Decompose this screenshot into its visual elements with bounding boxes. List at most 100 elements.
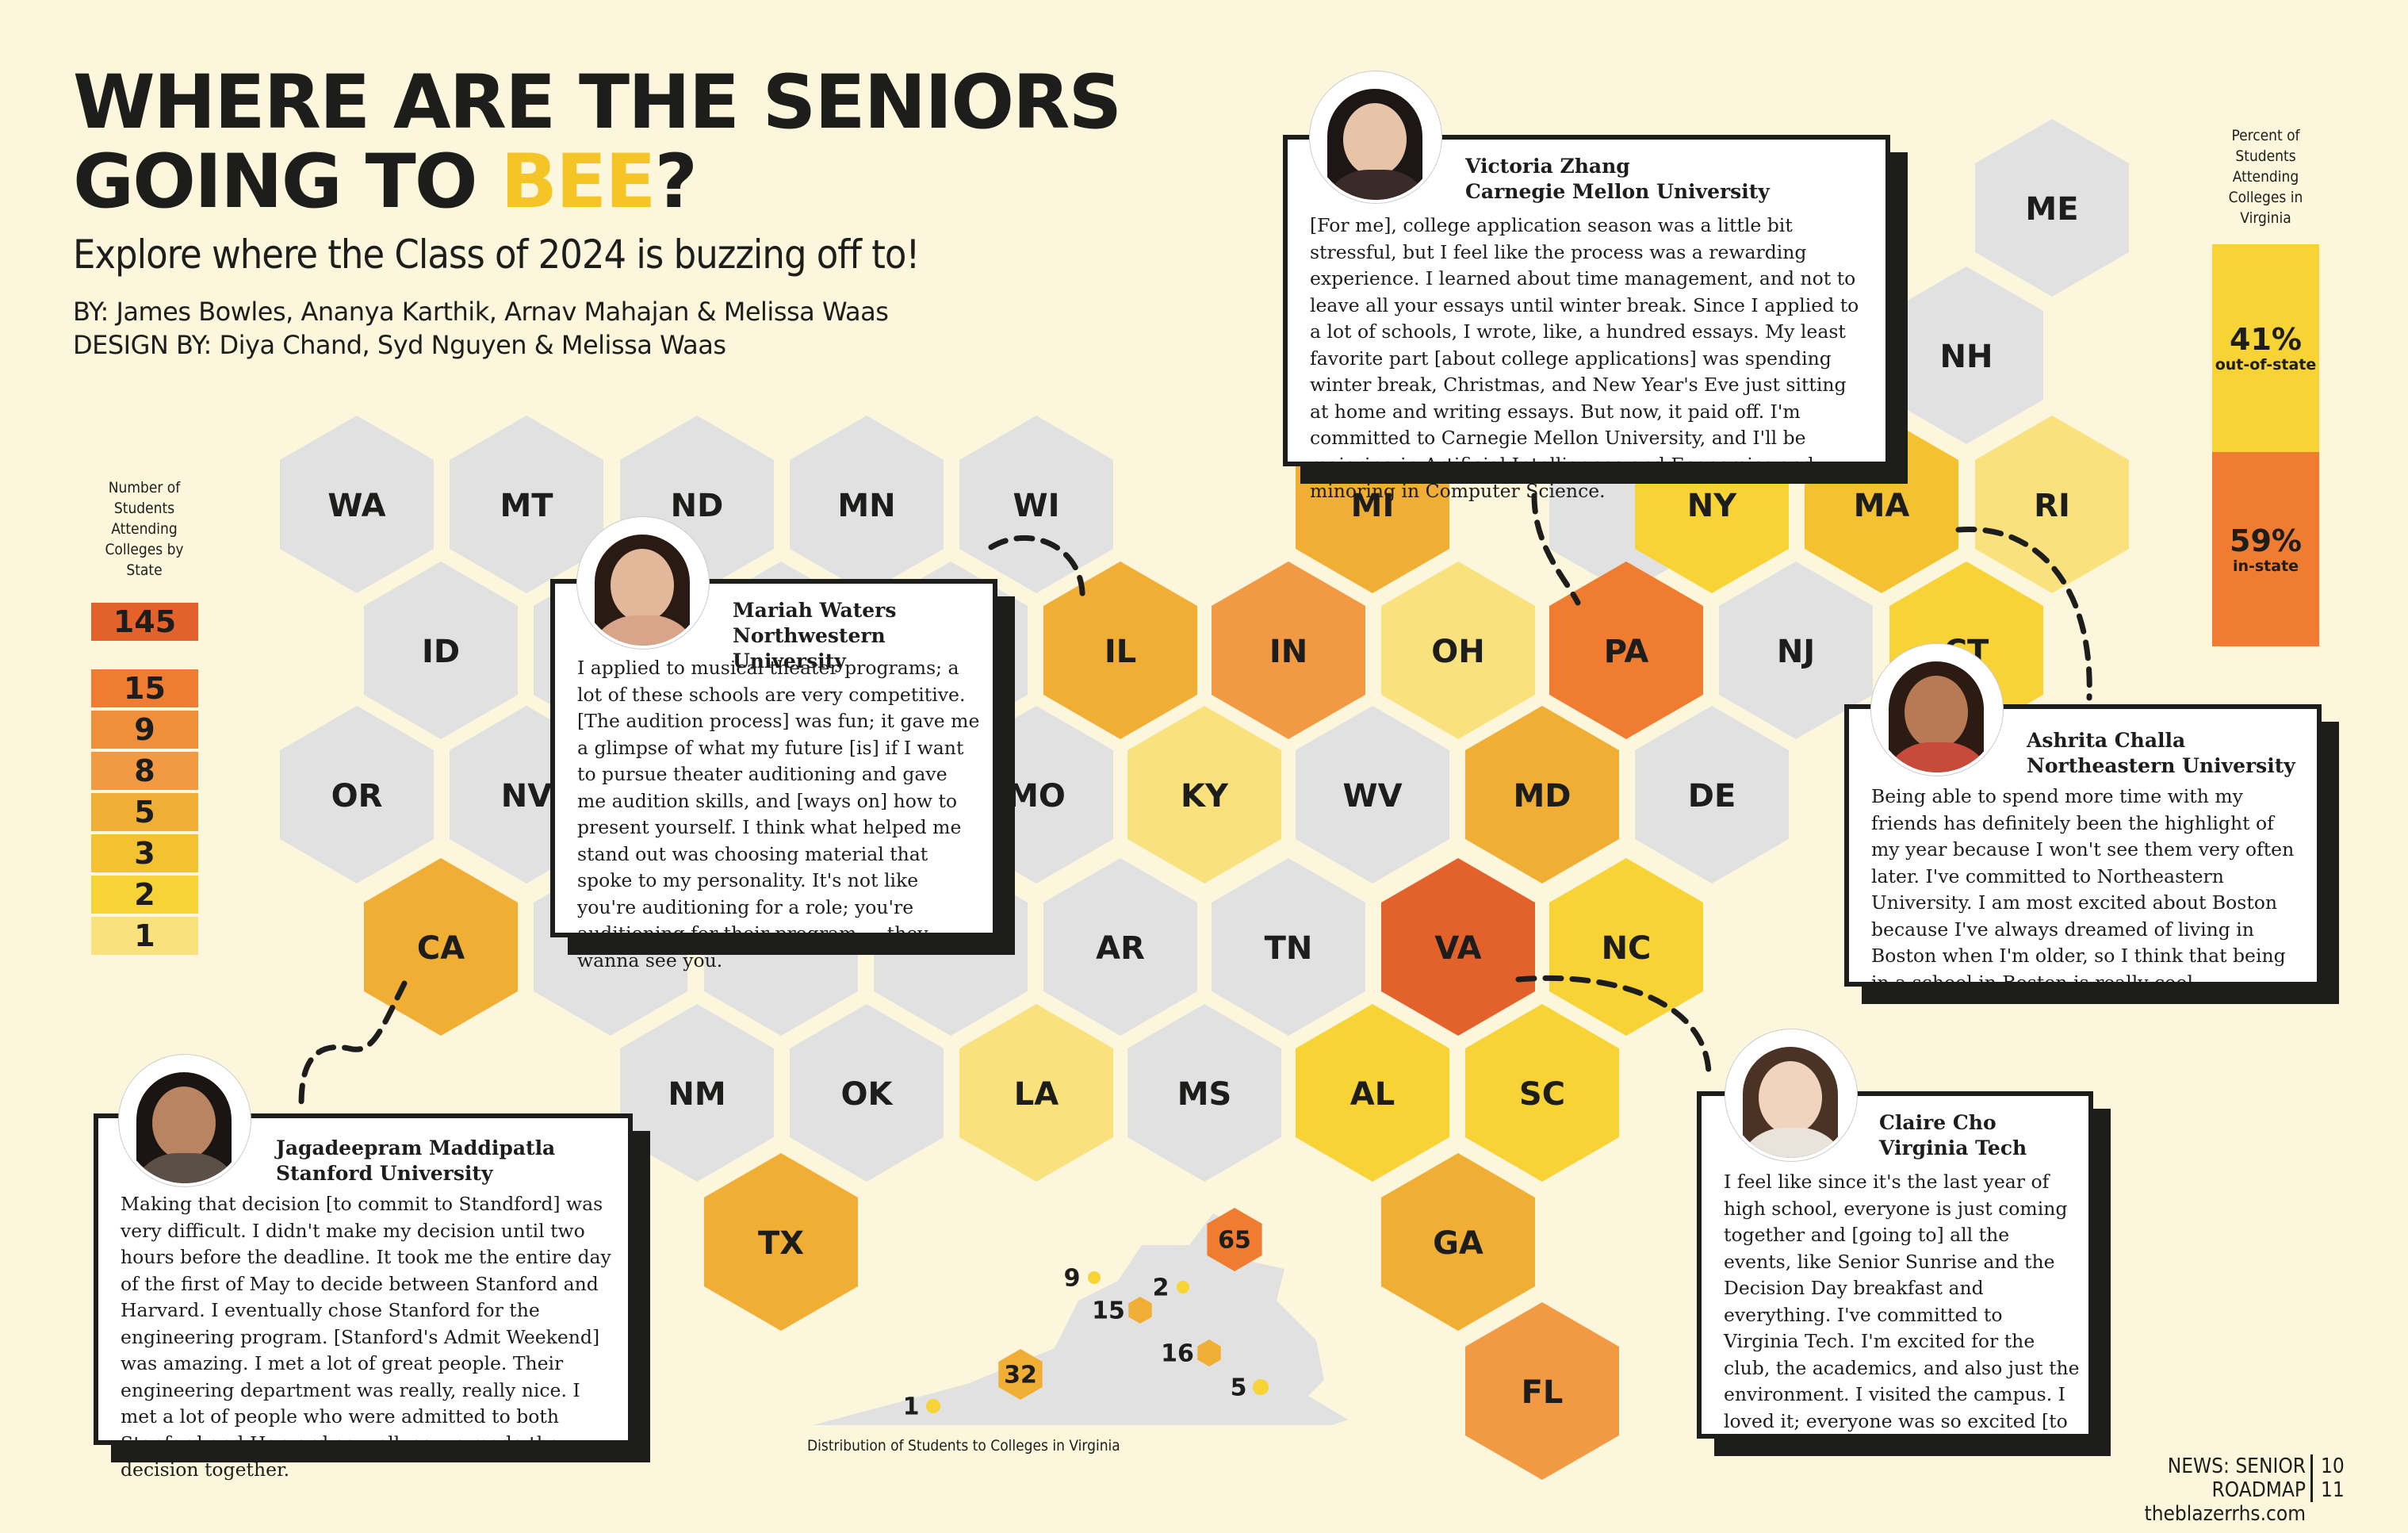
title-line-2: GOING TO BEE? [73,143,1120,222]
virginia-point-9: 9 [1064,1265,1101,1293]
state-hex-va: VA [1381,858,1535,1036]
state-hex-ca: CA [364,858,518,1036]
author-credits: BY: James Bowles, Ananya Karthik, Arnav … [73,297,889,327]
testimonial-quote-jagadeepram: Making that decision [to commit to Stand… [121,1193,611,1481]
state-hex-shape [1975,119,2129,297]
state-label: RI [2034,488,2070,524]
student-name: Ashrita Challa [2027,729,2186,752]
state-label: WV [1342,778,1402,814]
state-hex-la: LA [959,1004,1113,1182]
virginia-point-marker [1088,1271,1101,1284]
state-label: KY [1181,778,1229,814]
state-hex-mo: MO [959,706,1113,883]
in-state-bar: 59% in-state [2212,452,2319,646]
state-label: NV [501,778,552,814]
in-state-value: 59% [2230,523,2302,558]
virginia-point-16: 16 [1161,1339,1221,1368]
virginia-point-marker [1253,1379,1269,1395]
virginia-point-value: 16 [1161,1340,1194,1368]
state-label: MA [1854,488,1910,524]
footer-site: theblazerrhs.com [2144,1502,2306,1526]
state-label: VA [1434,930,1481,967]
student-name: Victoria Zhang [1465,155,1630,178]
testimonial-card-victoria: Victoria Zhang Carnegie Mellon University… [1283,135,1890,502]
page-title: WHERE ARE THE SENIORS GOING TO BEE? [73,63,1122,222]
state-label: ME [2025,191,2078,228]
avatar-ashrita [1871,644,2003,776]
state-hex-shape [1465,706,1619,883]
state-label: CA [417,930,465,967]
state-label: NM [668,1076,725,1113]
state-hex-wv: WV [1296,706,1449,883]
virginia-point-2: 2 [1153,1274,1189,1302]
virginia-point-32: 32 [998,1349,1043,1400]
state-hex-mn: MN [790,416,944,593]
virginia-point-marker [998,1349,1043,1400]
state-label: IN [1269,634,1307,670]
in-state-label: in-state [2232,557,2299,575]
state-label: MT [500,488,553,524]
state-hex-ms: MS [1127,1004,1281,1182]
state-hex-shape [1212,561,1365,739]
state-label: NC [1602,930,1652,967]
footer-left: NEWS: SENIOR ROADMAP theblazerrhs.com [2109,1454,2306,1526]
state-hex-shape [1381,858,1535,1036]
state-label: PA [1604,634,1649,670]
state-hex-ri: RI [1975,416,2129,593]
state-hex-shape [1381,561,1535,739]
testimonial-name-jagadeepram: Jagadeepram Maddipatla Stanford Universit… [276,1136,555,1186]
state-hex-shape [1127,706,1281,883]
virginia-point-value: 1 [903,1393,920,1421]
virginia-point-15: 15 [1092,1297,1152,1325]
connector-victoria-pa [1531,492,1581,606]
virginia-outline [813,1213,1348,1425]
state-hex-shape [450,416,603,593]
state-label: TN [1265,930,1313,967]
virginia-map-caption: Distribution of Students to Colleges in … [807,1437,1120,1454]
state-hex-shape [790,416,944,593]
virginia-point-65: 65 [1207,1208,1262,1271]
state-hex-shape [1296,1004,1449,1182]
student-school: Virginia Tech [1879,1136,2027,1159]
state-label: DE [1688,778,1736,814]
state-hex-ga: GA [1381,1153,1535,1331]
connector-ashrita-ma [1955,526,2092,701]
virginia-point-value: 32 [1004,1362,1037,1389]
state-hex-shape [1719,561,1873,739]
connector-jagadeepram-ca [298,980,408,1112]
state-label: AL [1350,1076,1395,1113]
state-hex-shape [704,1153,858,1331]
state-hex-wa: WA [280,416,434,593]
state-hex-shape [959,1004,1113,1182]
page-number-left: 10 [2321,1454,2345,1478]
virginia-point-5: 5 [1231,1374,1269,1402]
legend-swatch-8: 8 [91,752,198,790]
state-label: FL [1522,1374,1564,1411]
state-label: AR [1096,930,1145,967]
connector-mariah-il [988,535,1085,606]
state-label: SC [1519,1076,1565,1113]
state-hex-shape [1127,1004,1281,1182]
state-label: ID [422,634,460,670]
virginia-inset-map: 65 9 2 15 16 32 5 1 [813,1208,1348,1425]
state-label: WI [1013,488,1059,524]
state-label: TX [758,1225,804,1262]
state-hex-fl: FL [1465,1302,1619,1480]
state-label: OK [841,1076,894,1113]
out-of-state-label: out-of-state [2215,356,2317,374]
state-hex-shape [959,706,1113,883]
state-hex-shape [1043,561,1197,739]
state-hex-nm: NM [620,1004,774,1182]
state-hex-tx: TX [704,1153,858,1331]
student-school: Northeastern University [2027,754,2295,777]
state-hex-sc: SC [1465,1004,1619,1182]
virginia-point-value: 9 [1064,1265,1081,1293]
state-hex-shape [1889,266,2043,444]
legend-swatch-145: 145 [91,603,198,641]
legend-swatch-3: 3 [91,834,198,872]
state-label: MN [837,488,895,524]
state-hex-ar: AR [1043,858,1197,1036]
virginia-point-1: 1 [903,1393,940,1421]
state-label: MI [1351,488,1395,524]
state-hex-shape [1465,1004,1619,1182]
